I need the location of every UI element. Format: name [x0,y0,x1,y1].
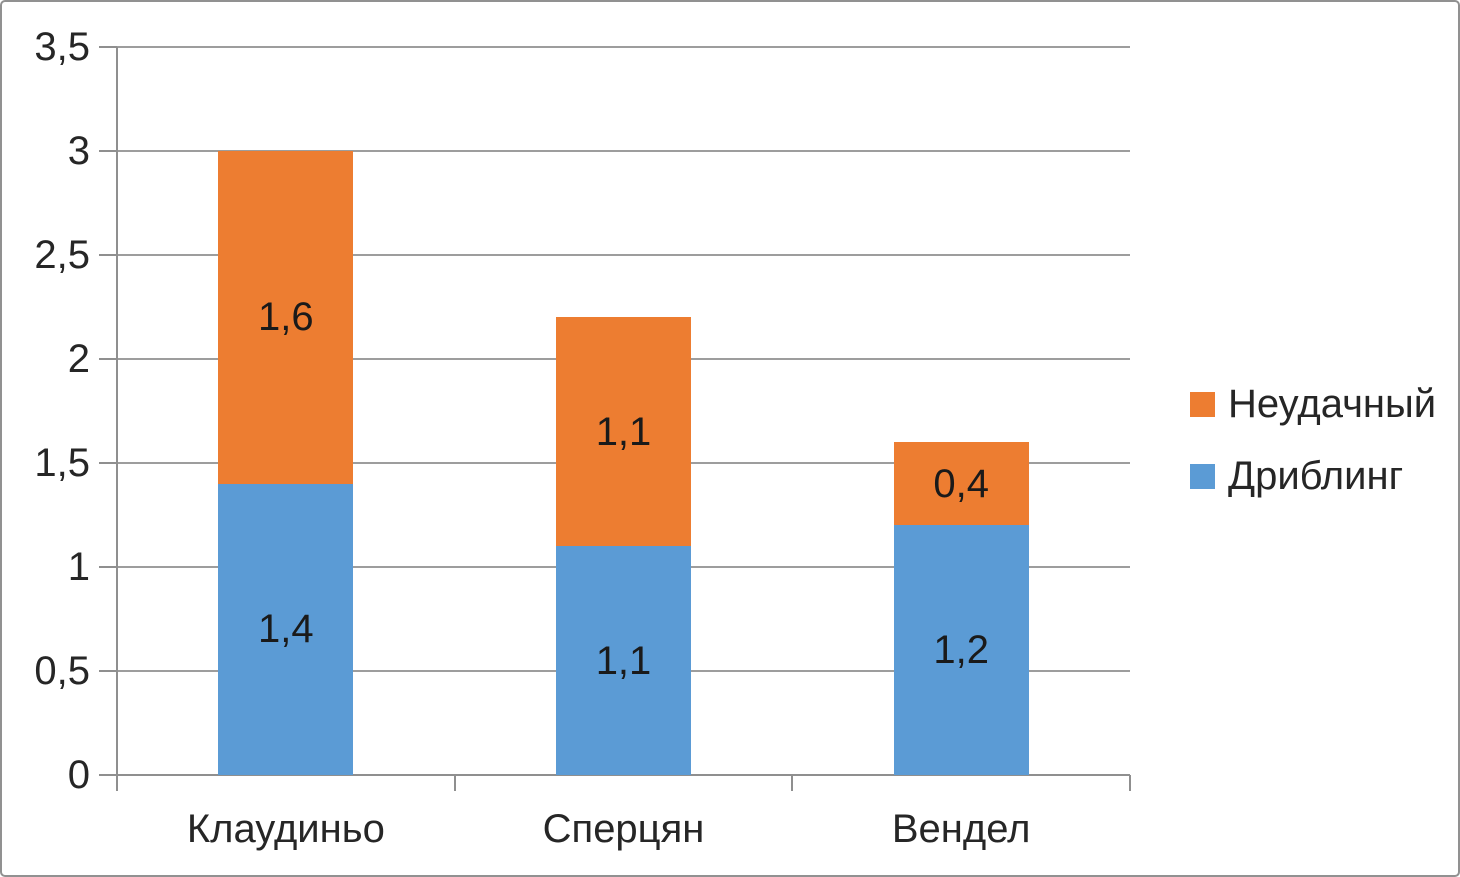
gridline [117,150,1130,152]
x-axis-tick [791,775,794,791]
x-axis-tick [1129,775,1131,791]
y-axis-tick-label: 1 [67,545,90,589]
bar-segment-value-label: 1,1 [595,638,652,683]
y-axis-tick [99,358,117,360]
legend-item: Дриблинг [1190,452,1436,500]
bar-segment: 1,4 [218,483,354,775]
y-axis-tick [99,46,117,48]
y-axis-tick [99,254,117,256]
legend-label: Неудачный [1228,381,1437,426]
bar-segment-value-label: 1,1 [595,409,652,454]
legend-swatch-icon [1190,391,1215,417]
x-axis-tick [116,775,118,791]
y-axis-tick [99,150,117,152]
legend-label: Дриблинг [1228,453,1404,498]
category-label: Вендел [891,807,1031,851]
bar-segment: 1,2 [893,525,1029,775]
bar-segment: 0,4 [893,442,1029,526]
bar-segment: 1,1 [556,317,691,547]
legend: Неудачный Дриблинг [1190,380,1436,500]
bar-segment: 1,6 [218,151,354,484]
bar-segment-value-label: 1,2 [933,628,989,673]
x-axis-line [99,774,1130,776]
y-axis-tick [99,462,117,464]
category-label: Клаудиньо [186,807,385,851]
y-axis-tick-label: 3 [67,129,90,173]
bar-segment: 1,1 [556,546,691,775]
bar-segment-value-label: 0,4 [933,461,989,506]
y-axis-tick-label: 2 [67,337,90,381]
y-axis-line [116,47,118,791]
x-axis-tick [453,775,456,791]
y-axis-tick-label: 3,5 [34,25,90,69]
bar-segment-value-label: 1,4 [258,607,314,652]
gridline [117,46,1130,48]
y-axis-tick-label: 0,5 [34,649,90,693]
y-axis-tick [99,566,117,568]
y-axis-tick [99,670,117,672]
category-label: Сперцян [542,807,705,851]
y-axis-tick-label: 0 [67,753,90,797]
gridline [117,254,1130,256]
bar-segment-value-label: 1,6 [258,295,314,340]
legend-swatch-icon [1190,463,1215,489]
legend-item: Неудачный [1190,380,1436,428]
y-axis-tick-label: 1,5 [34,441,90,485]
y-axis-tick-label: 2,5 [34,233,90,277]
